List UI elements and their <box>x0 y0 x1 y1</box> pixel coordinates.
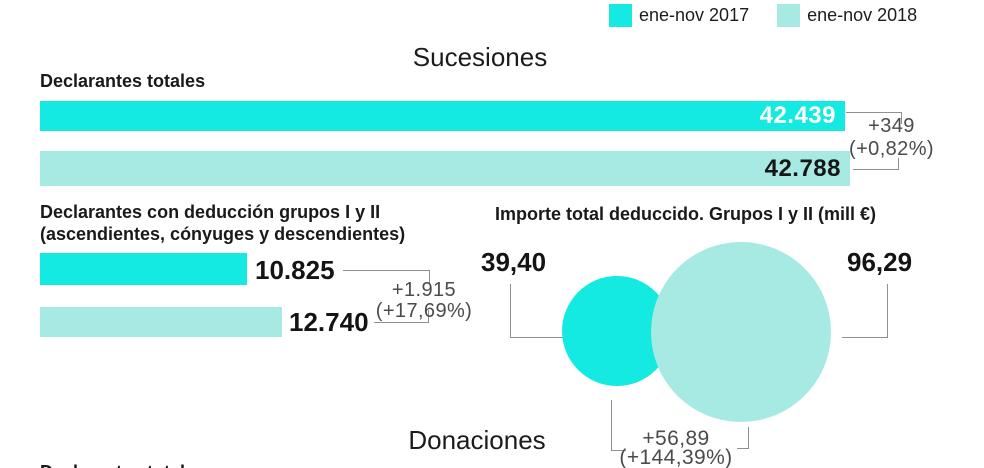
section-title-sucesiones: Sucesiones <box>412 42 548 72</box>
bracket-circle-2017 <box>510 284 564 338</box>
circle-value-2018: 96,29 <box>847 247 913 277</box>
legend: ene-nov 2017 ene-nov 2018 <box>609 4 917 27</box>
delta-declarantes-abs: +349 <box>868 115 915 137</box>
bar-value-declarantes-2017: 42.439 <box>759 102 836 129</box>
circle-importe-2018 <box>651 242 831 422</box>
bar-value-deduccion-2017: 10.825 <box>255 255 335 285</box>
delta-importe: +56,89 (+144,39%) <box>606 427 746 468</box>
bar-declarantes-2018: 42.788 <box>40 151 850 186</box>
section-title-donaciones: Donaciones <box>408 425 546 455</box>
delta-importe-pct: (+144,39%) <box>619 446 733 468</box>
bar-deduccion-2017 <box>40 253 247 285</box>
bracket-circle-2018 <box>842 284 888 338</box>
delta-declarantes-pct: (+0,82%) <box>849 138 934 160</box>
bracket-deduccion-bottom <box>374 310 429 323</box>
bracket-deduccion-top <box>343 270 430 283</box>
bar-deduccion-2018 <box>40 307 282 337</box>
legend-swatch-2017 <box>609 4 632 27</box>
bracket-circles-delta-left <box>611 400 626 451</box>
legend-item-2018: ene-nov 2018 <box>777 4 917 27</box>
legend-label-2017: ene-nov 2017 <box>639 5 750 25</box>
bracket-declarantes-top <box>846 112 902 124</box>
delta-deduccion-pct: (+17,69%) <box>375 300 473 322</box>
label-deduccion-line2: (ascendientes, cónyuges y descendientes) <box>40 224 406 244</box>
legend-item-2017: ene-nov 2017 <box>609 4 749 27</box>
bar-value-declarantes-2018: 42.788 <box>764 154 841 182</box>
label-deduccion-line1: Declarantes con deducción grupos I y II <box>40 202 381 222</box>
bar-value-deduccion-2018: 12.740 <box>289 307 369 337</box>
bracket-declarantes-bottom <box>853 158 899 170</box>
delta-importe-abs: +56,89 <box>642 427 710 450</box>
bracket-circles-delta-right <box>737 427 749 449</box>
delta-declarantes: +349 (+0,82%) <box>843 115 940 161</box>
label-donaciones-declarantes-cutoff: Declarantes totales <box>40 461 205 468</box>
delta-deduccion: +1.915 (+17,69%) <box>374 280 474 322</box>
circle-value-2017: 39,40 <box>481 247 547 277</box>
label-declarantes-totales: Declarantes totales <box>40 71 206 91</box>
legend-label-2018: ene-nov 2018 <box>807 5 918 25</box>
label-importe: Importe total deduccido. Grupos I y II (… <box>495 204 877 224</box>
bar-declarantes-2017: 42.439 <box>40 101 845 131</box>
delta-deduccion-abs: +1.915 <box>391 279 457 301</box>
legend-swatch-2018 <box>777 4 801 27</box>
